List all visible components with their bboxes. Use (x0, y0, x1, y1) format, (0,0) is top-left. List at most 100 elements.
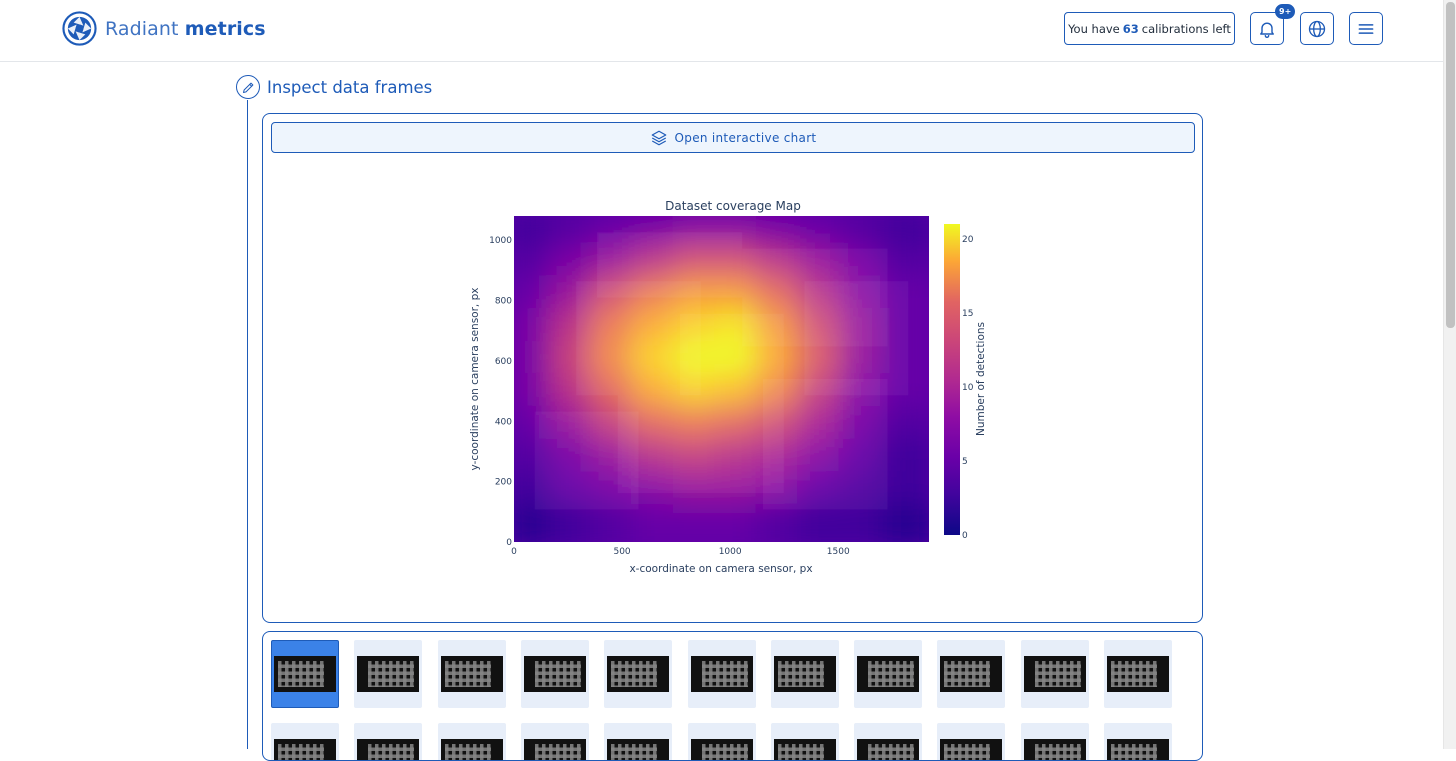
frame-thumbnail-image (441, 739, 503, 760)
brand-name-bold: metrics (184, 17, 266, 40)
colorbar-label: Number of detections (975, 322, 987, 436)
frame-thumbnail[interactable] (604, 640, 672, 708)
menu-icon (1358, 23, 1374, 34)
detection-patch (597, 232, 743, 298)
frame-thumbnail[interactable] (854, 723, 922, 760)
frame-thumbnail[interactable] (438, 640, 506, 708)
colorbar-tick-label: 5 (962, 457, 968, 467)
frame-thumbnail[interactable] (604, 723, 672, 760)
timeline-line (247, 100, 248, 749)
frame-thumbnail[interactable] (521, 723, 589, 760)
frame-thumbnail-image (274, 656, 336, 692)
frame-thumbnail-image (857, 656, 919, 692)
frame-thumbnail-image (607, 656, 669, 692)
brand-logo[interactable]: Radiant metrics (62, 11, 266, 46)
frame-thumbnail-image (940, 739, 1002, 760)
frame-thumbnail-image (441, 656, 503, 692)
frame-thumbnail-image (1107, 656, 1169, 692)
frame-thumbnail[interactable] (854, 640, 922, 708)
detection-patch (804, 281, 909, 396)
y-tick-label: 800 (495, 297, 512, 307)
calibrations-count: 63 (1122, 21, 1139, 36)
heatmap-cell (880, 503, 929, 542)
top-navbar: Radiant metrics You have 63 calibrations… (0, 0, 1443, 62)
frame-thumbnail[interactable] (688, 723, 756, 760)
frame-thumbnail[interactable] (1021, 640, 1089, 708)
frame-thumbnail[interactable] (771, 723, 839, 760)
y-tick-label: 400 (495, 417, 512, 427)
colorbar-tick-label: 20 (962, 235, 974, 245)
coverage-chart-card: Open interactive chart Dataset coverag (262, 113, 1203, 623)
frame-thumbnail[interactable] (354, 640, 422, 708)
y-tick-label: 600 (495, 357, 512, 367)
chart-title: Dataset coverage Map (665, 199, 801, 213)
frame-thumbnail[interactable] (771, 640, 839, 708)
colorbar-tick-label: 15 (962, 309, 973, 319)
colorbar-tick-label: 10 (962, 383, 974, 393)
detection-patch (576, 281, 701, 396)
frame-thumbnail-image (1024, 739, 1086, 760)
scrollbar-thumb[interactable] (1446, 2, 1455, 328)
calibrations-prefix: You have (1068, 21, 1120, 36)
colorbar-tick-label: 0 (962, 531, 968, 541)
frame-thumbnail-image (1107, 739, 1169, 760)
frame-thumbnail-image (1024, 656, 1086, 692)
frame-thumbnail-image (774, 656, 836, 692)
brand-name-light: Radiant (105, 17, 179, 40)
frame-thumbnails-panel (262, 631, 1203, 761)
detection-patch (742, 248, 888, 347)
frame-thumbnail-image (691, 656, 753, 692)
coverage-heatmap[interactable]: Dataset coverage Map 0 500 1000 1500 020040… (263, 114, 1204, 624)
frame-thumbnail[interactable] (1104, 723, 1172, 760)
section-header: Inspect data frames (236, 75, 432, 99)
frame-thumbnail[interactable] (354, 723, 422, 760)
calibrations-suffix: calibrations left (1141, 21, 1231, 36)
frame-thumbnail-image (940, 656, 1002, 692)
x-tick-label: 500 (613, 547, 630, 557)
frame-thumbnail[interactable] (1104, 640, 1172, 708)
frame-thumbnail-image (857, 739, 919, 760)
globe-icon (1308, 20, 1326, 37)
y-tick-label: 200 (495, 478, 512, 488)
open-interactive-chart-label: Open interactive chart (674, 130, 817, 145)
y-axis-label: y-coordinate on camera sensor, px (469, 288, 481, 471)
menu-button[interactable] (1349, 12, 1383, 45)
frame-thumbnail-image (774, 739, 836, 760)
detection-patch (617, 395, 784, 494)
frame-thumbnail[interactable] (937, 640, 1005, 708)
frame-thumbnail-image (357, 656, 419, 692)
colorbar (944, 224, 960, 535)
brand-name: Radiant metrics (105, 18, 266, 40)
frame-thumbnail-image (524, 656, 586, 692)
x-tick-label: 1500 (827, 547, 850, 557)
frame-thumbnail-image (607, 739, 669, 760)
x-axis-label: x-coordinate on camera sensor, px (629, 563, 812, 575)
x-tick-label: 1000 (719, 547, 742, 557)
language-button[interactable] (1300, 12, 1334, 45)
frame-thumbnail[interactable] (438, 723, 506, 760)
frame-thumbnail-image (524, 739, 586, 760)
logo-icon (62, 11, 97, 46)
detection-patch (680, 313, 784, 396)
pen-icon (236, 75, 260, 99)
detection-patch (763, 379, 888, 510)
y-tick-label: 0 (506, 538, 512, 548)
bell-icon (1260, 22, 1274, 38)
frame-thumbnail[interactable] (521, 640, 589, 708)
frame-thumbnail-image (691, 739, 753, 760)
calibrations-remaining[interactable]: You have 63 calibrations left (1064, 12, 1235, 45)
y-tick-label: 1000 (489, 236, 512, 246)
detection-patch (534, 411, 639, 510)
frame-thumbnail[interactable] (271, 640, 339, 708)
frame-thumbnail[interactable] (1021, 723, 1089, 760)
x-tick-label: 0 (511, 547, 517, 557)
frame-thumbnail-image (357, 739, 419, 760)
frame-thumbnail[interactable] (937, 723, 1005, 760)
frame-thumbnail[interactable] (271, 723, 339, 760)
notifications-badge: 9+ (1275, 4, 1296, 19)
frame-thumbnail-image (274, 739, 336, 760)
open-interactive-chart-button[interactable]: Open interactive chart (271, 122, 1195, 153)
frame-thumbnail[interactable] (688, 640, 756, 708)
layers-icon (651, 130, 666, 145)
page-scrollbar[interactable] (1443, 0, 1456, 749)
